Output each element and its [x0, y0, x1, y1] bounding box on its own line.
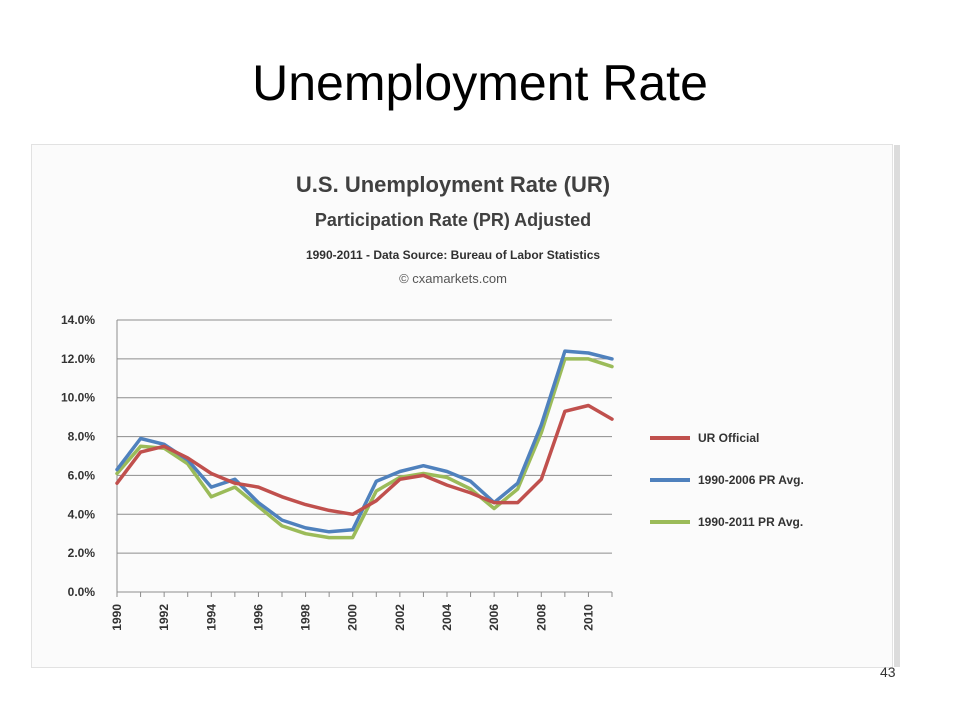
x-tick-label: 1994 [204, 604, 218, 631]
chart-subtitle: Participation Rate (PR) Adjusted [315, 210, 591, 230]
series-line-3 [115, 357, 614, 540]
y-axis-ticks: 0.0% 2.0% 4.0% 6.0% 8.0% 10.0% 12.0% 14.0% [61, 313, 95, 599]
x-axis-ticks: 1990 1992 1994 1996 1998 2000 2002 2004 2006 2008… [110, 592, 613, 631]
page-number: 43 [880, 664, 896, 680]
y-tick-label: 4.0% [68, 507, 96, 521]
chart-title: U.S. Unemployment Rate (UR) [296, 172, 610, 197]
legend-label: 1990-2011 PR Avg. [698, 515, 803, 529]
legend-label: 1990-2006 PR Avg. [698, 473, 804, 487]
x-tick-label: 2002 [393, 604, 407, 631]
chart-source-line: 1990-2011 - Data Source: Bureau of Labor… [306, 248, 600, 262]
y-tick-label: 0.0% [68, 585, 96, 599]
slide-title: Unemployment Rate [252, 55, 708, 111]
x-tick-label: 2000 [346, 604, 360, 631]
unemployment-line-chart: U.S. Unemployment Rate (UR) Participatio… [61, 172, 804, 631]
legend-label: UR Official [698, 431, 759, 445]
y-tick-label: 8.0% [68, 430, 96, 444]
series-lines [115, 349, 614, 540]
gridlines [116, 319, 612, 593]
x-tick-label: 1990 [110, 604, 124, 631]
y-tick-label: 6.0% [68, 468, 96, 482]
x-tick-label: 2008 [534, 604, 548, 631]
x-tick-label: 1996 [251, 604, 265, 631]
x-tick-label: 1998 [299, 604, 313, 631]
y-tick-label: 2.0% [68, 546, 96, 560]
chart-copyright: © cxamarkets.com [399, 271, 507, 286]
y-tick-label: 10.0% [61, 391, 95, 405]
x-tick-label: 2010 [581, 604, 595, 631]
legend: UR Official 1990-2006 PR Avg. 1990-2011 PR… [650, 431, 804, 529]
series-line-1 [115, 403, 614, 517]
chart-image: U.S. Unemployment Rate (UR) Participatio… [32, 145, 900, 667]
x-tick-label: 2006 [487, 604, 501, 631]
y-tick-label: 14.0% [61, 313, 95, 327]
image-edge [894, 145, 900, 667]
y-tick-label: 12.0% [61, 352, 95, 366]
x-tick-label: 1992 [157, 604, 171, 631]
x-tick-label: 2004 [440, 604, 454, 631]
